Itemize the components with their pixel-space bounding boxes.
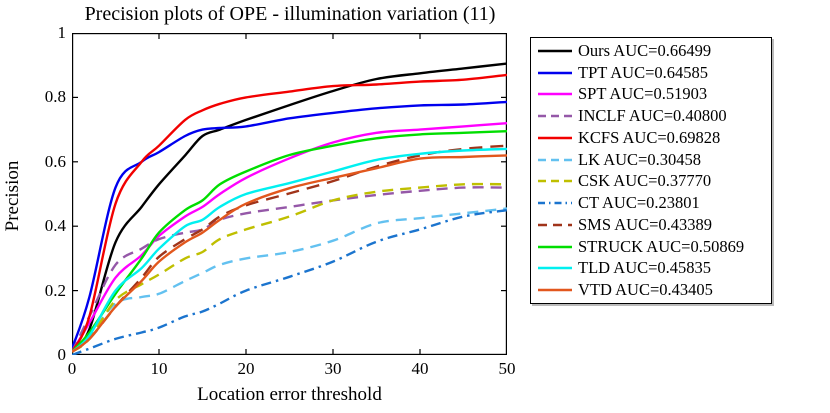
legend-label: CT AUC=0.23801 — [578, 193, 700, 213]
legend-swatch-tld — [538, 267, 572, 270]
curve-inclf — [72, 186, 507, 353]
legend-item-csk: CSK AUC=0.37770 — [531, 171, 771, 191]
curve-ct — [72, 208, 507, 355]
legend-item-vtd: VTD AUC=0.43405 — [531, 280, 771, 300]
y-tick-label: 0 — [57, 345, 67, 364]
x-tick-label: 40 — [411, 359, 429, 378]
x-axis-label: Location error threshold — [197, 384, 382, 405]
curve-lk — [72, 207, 507, 353]
legend-swatch-spt — [538, 93, 572, 96]
y-tick-label: 0.4 — [44, 216, 66, 236]
legend-label: CSK AUC=0.37770 — [578, 171, 712, 191]
legend-label: Ours AUC=0.66499 — [578, 40, 712, 60]
legend-item-ct: CT AUC=0.23801 — [531, 193, 771, 213]
legend-label: INCLF AUC=0.40800 — [578, 106, 727, 126]
legend-swatch-lk — [538, 158, 572, 161]
curve-sms — [72, 144, 507, 353]
legend-item-tpt: TPT AUC=0.64585 — [531, 63, 771, 83]
legend-swatch-kcfs — [538, 136, 572, 140]
y-tick-label: 0.2 — [44, 280, 66, 300]
legend-label: VTD AUC=0.43405 — [578, 280, 713, 300]
legend-item-ours: Ours AUC=0.66499 — [531, 41, 771, 61]
legend-swatch-ours — [538, 49, 572, 53]
y-axis-label: Precision — [2, 160, 23, 232]
legend-swatch-vtd — [538, 288, 572, 292]
legend-item-tld: TLD AUC=0.45835 — [531, 258, 771, 278]
legend-swatch-csk — [538, 180, 572, 183]
legend-swatch-struck — [538, 245, 572, 248]
legend-swatch-ct — [538, 201, 572, 205]
chart-title: Precision plots of OPE - illumination va… — [84, 3, 496, 25]
legend-label: LK AUC=0.30458 — [578, 149, 701, 169]
legend-swatch-tpt — [538, 71, 572, 74]
legend-item-lk: LK AUC=0.30458 — [531, 150, 771, 170]
x-tick-label: 50 — [498, 359, 516, 378]
legend-item-spt: SPT AUC=0.51903 — [531, 84, 771, 104]
legend-label: STRUCK AUC=0.50869 — [578, 236, 745, 256]
curve-tld — [72, 147, 507, 353]
x-tick-label: 20 — [237, 359, 255, 378]
legend-label: KCFS AUC=0.69828 — [578, 127, 721, 147]
legend-swatch-inclf — [538, 114, 572, 118]
legend-item-struck: STRUCK AUC=0.50869 — [531, 237, 771, 257]
legend-label: SMS AUC=0.43389 — [578, 214, 713, 234]
x-tick-label: 10 — [150, 359, 168, 378]
curve-ours — [72, 62, 507, 353]
y-tick-label: 1 — [57, 23, 67, 42]
x-tick-label: 0 — [67, 359, 77, 378]
curve-tpt — [72, 100, 507, 349]
legend-label: TLD AUC=0.45835 — [578, 258, 712, 278]
curve-spt — [72, 122, 507, 353]
y-tick-label: 0.6 — [44, 151, 66, 171]
x-tick-label: 30 — [324, 359, 342, 378]
curve-kcfs — [72, 73, 507, 353]
legend-item-kcfs: KCFS AUC=0.69828 — [531, 128, 771, 148]
legend-label: SPT AUC=0.51903 — [578, 84, 708, 104]
plot-area — [72, 33, 507, 355]
y-tick-label: 0.8 — [44, 87, 66, 107]
curve-csk — [72, 182, 507, 353]
legend-label: TPT AUC=0.64585 — [578, 62, 709, 82]
curve-vtd — [72, 154, 507, 353]
legend: Ours AUC=0.66499 TPT AUC=0.64585 SPT AUC=0… — [530, 37, 772, 304]
legend-item-inclf: INCLF AUC=0.40800 — [531, 106, 771, 126]
legend-item-sms: SMS AUC=0.43389 — [531, 215, 771, 235]
legend-swatch-sms — [538, 223, 572, 227]
axes-box — [72, 33, 507, 355]
